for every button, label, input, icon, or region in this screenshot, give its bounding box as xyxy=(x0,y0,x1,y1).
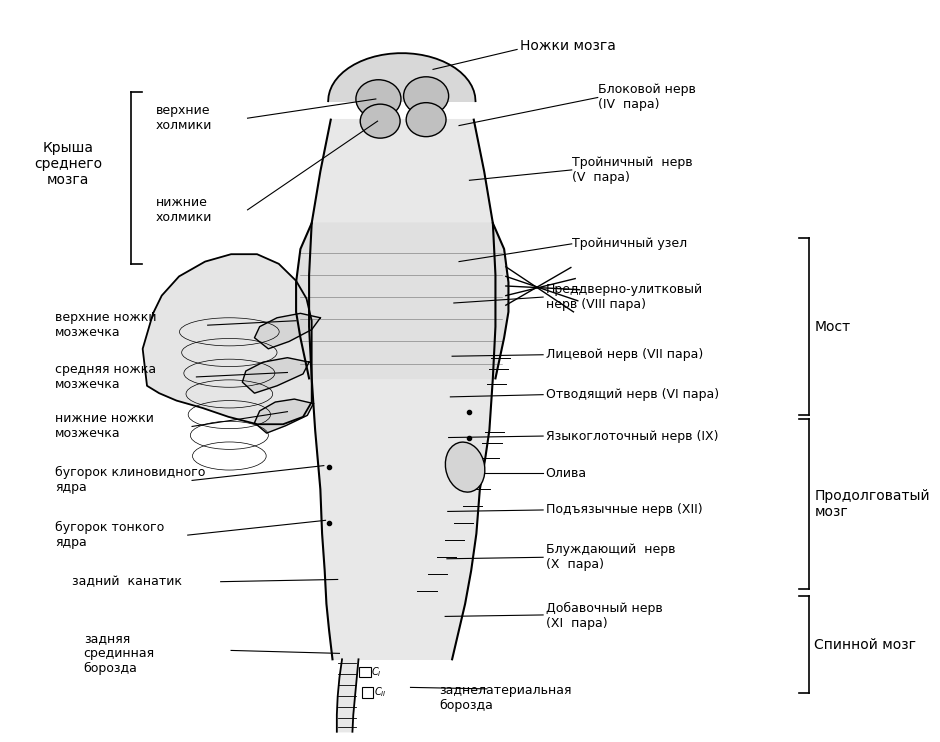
Circle shape xyxy=(360,104,400,138)
Text: Блуждающий  нерв
(X  пара): Блуждающий нерв (X пара) xyxy=(546,543,675,571)
Text: задняя
срединная
борозда: задняя срединная борозда xyxy=(84,632,155,675)
Circle shape xyxy=(356,79,401,118)
Text: Тройничный узел: Тройничный узел xyxy=(572,237,687,250)
Polygon shape xyxy=(143,255,312,424)
Text: нижние ножки
мозжечка: нижние ножки мозжечка xyxy=(55,413,154,441)
Polygon shape xyxy=(255,313,321,349)
Text: Блоковой нерв
(IV  пара): Блоковой нерв (IV пара) xyxy=(598,84,696,111)
Polygon shape xyxy=(243,358,309,393)
Text: бугорок клиновидного
ядра: бугорок клиновидного ядра xyxy=(55,467,206,494)
Bar xyxy=(359,667,370,677)
Ellipse shape xyxy=(446,442,485,492)
Text: задний  канатик: задний канатик xyxy=(72,575,182,588)
Bar xyxy=(362,687,373,697)
Text: Ножки мозга: Ножки мозга xyxy=(520,39,616,53)
Text: Добавочный нерв
(XI  пара): Добавочный нерв (XI пара) xyxy=(546,603,663,631)
Polygon shape xyxy=(255,399,313,433)
Circle shape xyxy=(403,76,448,115)
Polygon shape xyxy=(296,223,509,378)
Text: Подъязычные нерв (XII): Подъязычные нерв (XII) xyxy=(546,504,702,516)
Circle shape xyxy=(406,102,446,137)
Text: Спинной мозг: Спинной мозг xyxy=(814,637,916,651)
Polygon shape xyxy=(328,53,476,101)
Text: Лицевой нерв (VII пара): Лицевой нерв (VII пара) xyxy=(546,348,703,361)
Text: средняя ножка
мозжечка: средняя ножка мозжечка xyxy=(55,363,156,391)
Polygon shape xyxy=(337,660,358,732)
Text: верхние
холмики: верхние холмики xyxy=(156,104,212,132)
Polygon shape xyxy=(309,119,495,660)
Text: Языкоглоточный нерв (IX): Языкоглоточный нерв (IX) xyxy=(546,430,718,442)
Text: верхние ножки
мозжечка: верхние ножки мозжечка xyxy=(55,311,157,339)
Text: Продолговатый
мозг: Продолговатый мозг xyxy=(814,489,930,519)
Text: $C_I$: $C_I$ xyxy=(371,665,383,679)
Text: нижние
холмики: нижние холмики xyxy=(156,196,212,224)
Text: Преддверно-улитковый
нерв (VIII пара): Преддверно-улитковый нерв (VIII пара) xyxy=(546,283,703,311)
Text: бугорок тонкого
ядра: бугорок тонкого ядра xyxy=(55,521,164,549)
Text: Мост: Мост xyxy=(814,320,851,334)
Text: Отводящий нерв (VI пара): Отводящий нерв (VI пара) xyxy=(546,388,719,401)
Text: $C_{II}$: $C_{II}$ xyxy=(374,686,386,700)
Text: Тройничный  нерв
(V  пара): Тройничный нерв (V пара) xyxy=(572,156,693,184)
Text: Олива: Олива xyxy=(546,467,587,479)
Text: Крыша
среднего
мозга: Крыша среднего мозга xyxy=(35,141,102,187)
Text: заднелатериальная
борозда: заднелатериальная борозда xyxy=(439,683,572,712)
